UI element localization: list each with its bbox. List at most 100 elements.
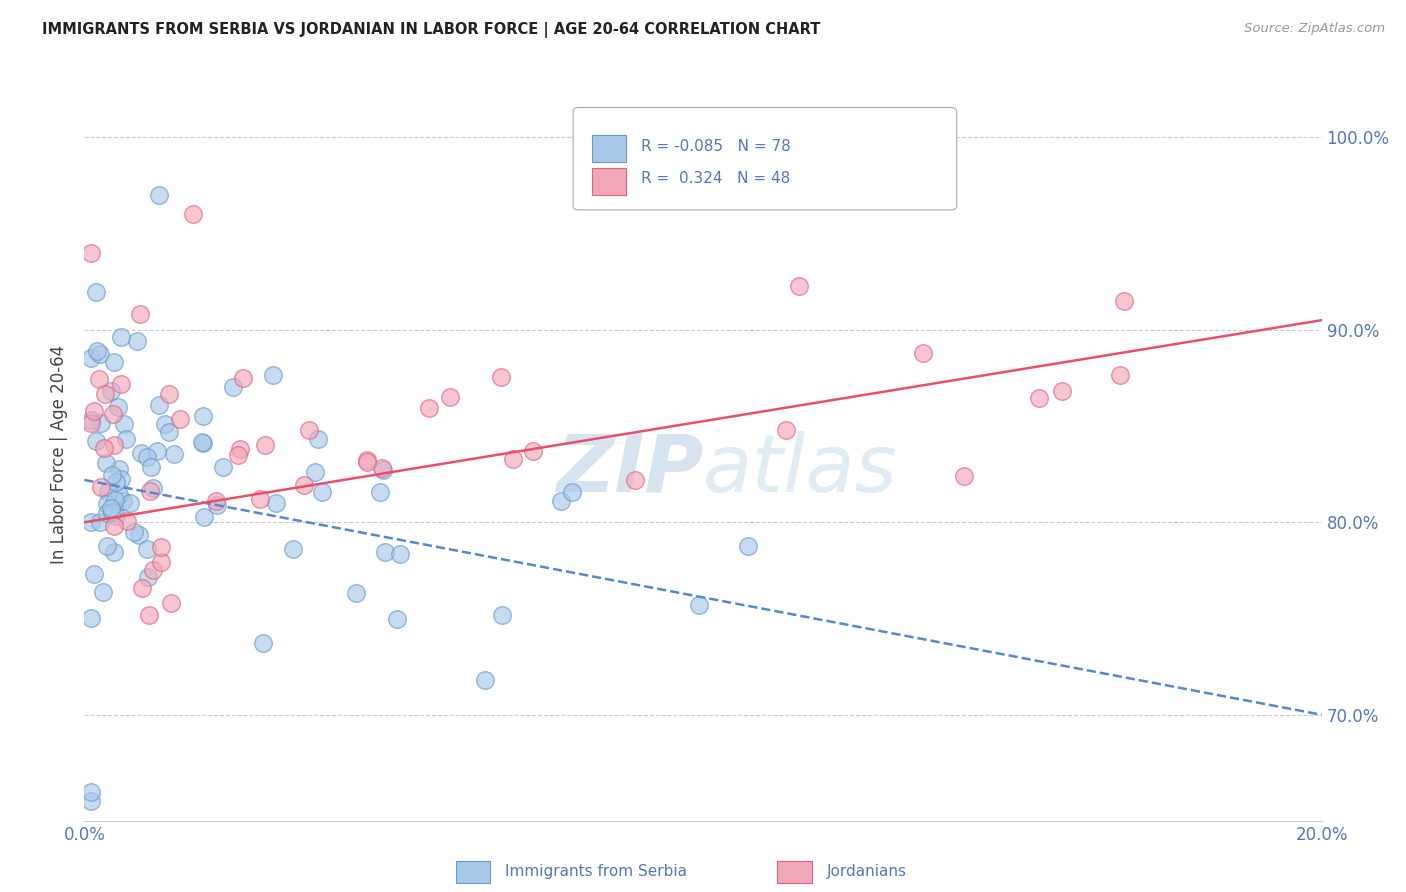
Point [1112, 293, 1135, 308]
Point [190, 434, 212, 449]
Point [83, 404, 105, 418]
Point [101, 407, 124, 421]
Point [80, 413, 103, 427]
Point [491, 607, 513, 622]
Point [138, 607, 160, 622]
Point [94, 457, 117, 471]
Point [1109, 368, 1132, 382]
Bar [778, 861, 811, 883]
Bar [592, 168, 626, 194]
Point [374, 545, 396, 559]
Point [292, 478, 315, 492]
Point [79, 611, 101, 625]
Point [153, 417, 176, 431]
Point [193, 510, 215, 524]
Point [117, 514, 139, 528]
Point [111, 494, 134, 508]
Point [522, 443, 544, 458]
Point [368, 485, 391, 500]
Point [157, 387, 180, 401]
Point [226, 448, 249, 462]
Point [264, 496, 287, 510]
Point [624, 473, 647, 487]
Text: R = -0.085   N = 78: R = -0.085 N = 78 [641, 139, 792, 153]
Point [163, 447, 186, 461]
Point [136, 569, 159, 583]
Point [1028, 391, 1050, 405]
Point [128, 527, 150, 541]
Point [84, 434, 107, 449]
Point [169, 412, 191, 426]
Point [222, 379, 245, 393]
Y-axis label: In Labor Force | Age 20-64: In Labor Force | Age 20-64 [51, 345, 69, 565]
Point [344, 586, 367, 600]
Point [146, 443, 169, 458]
Point [104, 475, 127, 489]
Point [103, 355, 125, 369]
Bar [456, 861, 491, 883]
Text: Source: ZipAtlas.com: Source: ZipAtlas.com [1244, 22, 1385, 36]
Point [150, 555, 173, 569]
Point [181, 207, 204, 221]
Point [131, 582, 153, 596]
Point [356, 453, 378, 467]
Point [110, 376, 132, 391]
Point [129, 307, 152, 321]
Point [1050, 384, 1073, 398]
Point [91, 585, 114, 599]
Point [89, 515, 111, 529]
Point [371, 463, 394, 477]
Point [129, 446, 152, 460]
Point [371, 461, 394, 475]
Point [787, 279, 810, 293]
Point [136, 450, 159, 464]
Point [118, 496, 141, 510]
Point [79, 351, 101, 365]
Point [103, 438, 125, 452]
Point [105, 508, 128, 523]
Point [311, 484, 333, 499]
FancyBboxPatch shape [574, 108, 956, 210]
Text: atlas: atlas [703, 431, 898, 508]
Point [89, 347, 111, 361]
Point [79, 785, 101, 799]
Point [474, 673, 496, 687]
Point [561, 485, 583, 500]
Text: IMMIGRANTS FROM SERBIA VS JORDANIAN IN LABOR FORCE | AGE 20-64 CORRELATION CHART: IMMIGRANTS FROM SERBIA VS JORDANIAN IN L… [42, 22, 821, 38]
Text: R =  0.324   N = 48: R = 0.324 N = 48 [641, 171, 790, 186]
Point [281, 541, 304, 556]
Point [100, 501, 122, 516]
Point [103, 545, 125, 559]
Point [93, 441, 115, 455]
Point [205, 499, 228, 513]
Point [103, 519, 125, 533]
Point [149, 540, 172, 554]
Point [688, 598, 710, 612]
Point [775, 423, 797, 437]
Point [911, 346, 934, 360]
Point [79, 416, 101, 430]
Point [953, 469, 976, 483]
Point [112, 417, 135, 432]
Point [107, 488, 129, 502]
Point [142, 481, 165, 495]
Point [262, 368, 284, 383]
Point [101, 504, 124, 518]
Point [385, 612, 408, 626]
Point [94, 387, 117, 401]
Point [489, 370, 512, 384]
Point [107, 462, 129, 476]
Point [157, 425, 180, 440]
Point [439, 391, 461, 405]
Point [737, 540, 759, 554]
Point [249, 492, 271, 507]
Point [96, 497, 118, 511]
Point [80, 245, 103, 260]
Point [142, 563, 165, 577]
Point [211, 460, 233, 475]
Point [193, 409, 215, 423]
Text: ZIP: ZIP [555, 431, 703, 508]
Point [502, 452, 524, 467]
Point [148, 188, 170, 202]
Point [115, 432, 138, 446]
